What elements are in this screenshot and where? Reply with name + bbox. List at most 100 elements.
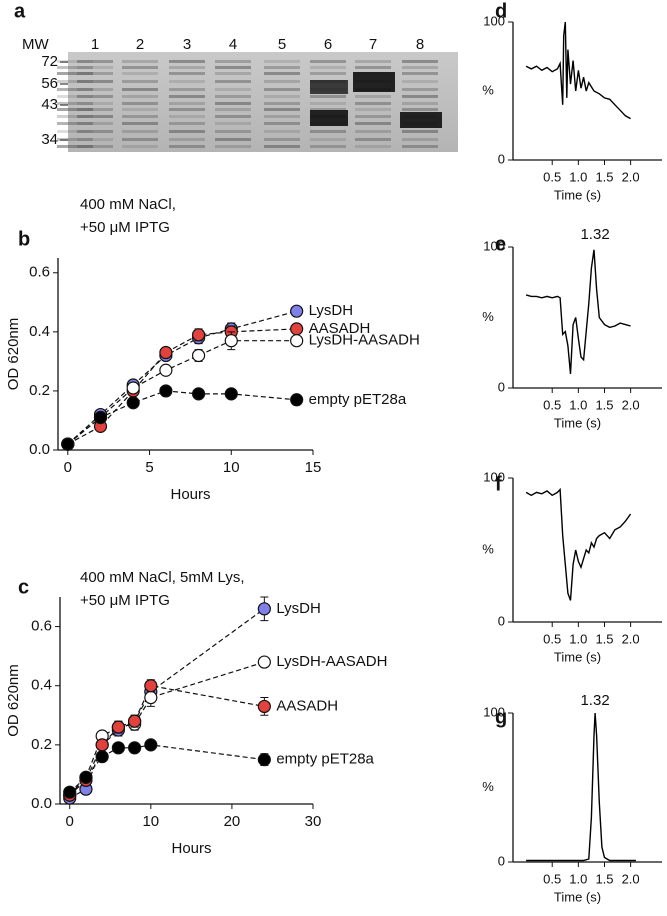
x-tick-label: 0.5 (543, 397, 561, 412)
gel-band (169, 72, 205, 75)
gel-band (215, 80, 251, 83)
mw-marker-label: 34 (41, 131, 58, 148)
gel-band (169, 102, 205, 105)
y-tick-label: 0.2 (31, 736, 52, 753)
lane-label: 3 (183, 36, 191, 53)
gel-band (264, 102, 300, 105)
gel-band (169, 66, 205, 69)
gel-band (264, 60, 300, 63)
x-tick-label: 5 (145, 459, 153, 476)
y-tick-label: 0.4 (29, 323, 50, 340)
x-tick-label: 2.0 (622, 397, 640, 412)
data-point (144, 738, 158, 752)
gel-band (122, 102, 158, 105)
x-axis-label: Time (s) (554, 889, 601, 904)
gel-band (122, 72, 158, 75)
y-axis-label: % (482, 779, 494, 794)
legend-label: LysDH-AASADH (276, 653, 387, 670)
gel-band (215, 145, 251, 148)
x-tick-label: 0 (66, 813, 74, 830)
gel-band (122, 88, 158, 91)
y-tick-label: 0 (498, 379, 505, 394)
x-tick-label: 2.0 (622, 169, 640, 184)
chart-panel: e 0 100 0.5 1.0 1.5 2.0 Time (s)% 1.32 (482, 226, 662, 430)
gel-band (77, 88, 113, 91)
gel-band (215, 95, 251, 98)
gel-band (215, 60, 251, 63)
gel-band (122, 115, 158, 118)
x-axis-label: Time (s) (554, 415, 601, 430)
series-line (69, 661, 265, 796)
data-point (95, 750, 109, 764)
gel-band (77, 138, 113, 141)
gel-band (57, 138, 93, 141)
data-point (224, 334, 238, 348)
gel-band (215, 122, 251, 125)
gel-band (57, 102, 93, 105)
gel-band (77, 108, 113, 111)
gel-band (355, 138, 391, 141)
gel-band (264, 115, 300, 118)
gel-band (57, 130, 93, 133)
gel-band (310, 72, 346, 75)
gel-band (122, 108, 158, 111)
gel-band (355, 102, 391, 105)
x-tick-label: 1.0 (569, 169, 587, 184)
x-tick-label: 0.5 (543, 169, 561, 184)
y-axis-label: % (482, 309, 494, 324)
gel-band (122, 130, 158, 133)
data-point (128, 741, 142, 755)
lane-label: 4 (229, 36, 237, 53)
gel-band (169, 145, 205, 148)
gel-band (215, 72, 251, 75)
data-point (126, 381, 140, 395)
annotation: 1.32 (580, 226, 609, 243)
legend-label: empty pET28a (309, 391, 407, 408)
gel-band (264, 138, 300, 141)
trace-line (525, 21, 631, 120)
data-point (144, 679, 158, 693)
gel-band (169, 130, 205, 133)
y-axis-label: % (482, 82, 494, 97)
gel-band (264, 80, 300, 83)
y-tick-label: 0.0 (29, 441, 50, 458)
gel-band (310, 95, 346, 98)
gel-band (77, 115, 113, 118)
x-tick-label: 0.5 (543, 871, 561, 886)
panel-label: g (495, 706, 507, 728)
gel-band (310, 102, 346, 105)
panel-label: b (18, 228, 30, 250)
gel-band (355, 95, 391, 98)
gel-image (68, 52, 458, 152)
data-point (290, 393, 304, 407)
data-point (159, 345, 173, 360)
x-tick-label: 0.5 (543, 631, 561, 646)
x-tick-label: 1.0 (569, 871, 587, 886)
y-tick-label: 0.6 (29, 264, 50, 281)
gel-band (77, 60, 113, 63)
x-tick-label: 1.0 (569, 397, 587, 412)
gel-band (77, 95, 113, 98)
gel-band (264, 130, 300, 133)
y-tick-label: 100 (483, 238, 505, 253)
gel-band (310, 60, 346, 63)
x-tick-label: 1.5 (595, 397, 613, 412)
y-axis-label: OD 620nm (5, 318, 22, 391)
y-axis-label: OD 620nm (5, 664, 22, 737)
gel-band (402, 66, 438, 69)
gel-band (310, 138, 346, 141)
gel-band (215, 115, 251, 118)
x-tick-label: 20 (224, 813, 241, 830)
chart-panel: c 400 mM NaCl, 5mM Lys, +50 μM IPTG 0.0 0.2 0… (5, 569, 388, 857)
gel-band (355, 108, 391, 111)
legend-label: empty pET28a (276, 751, 374, 768)
legend-label: LysDH (309, 302, 353, 319)
legend-label: AASADH (276, 697, 338, 714)
gel-band (57, 122, 93, 125)
gel-band (57, 88, 93, 91)
gel-band (122, 122, 158, 125)
gel-band (215, 66, 251, 69)
data-point (63, 785, 77, 799)
gel-band (264, 108, 300, 111)
